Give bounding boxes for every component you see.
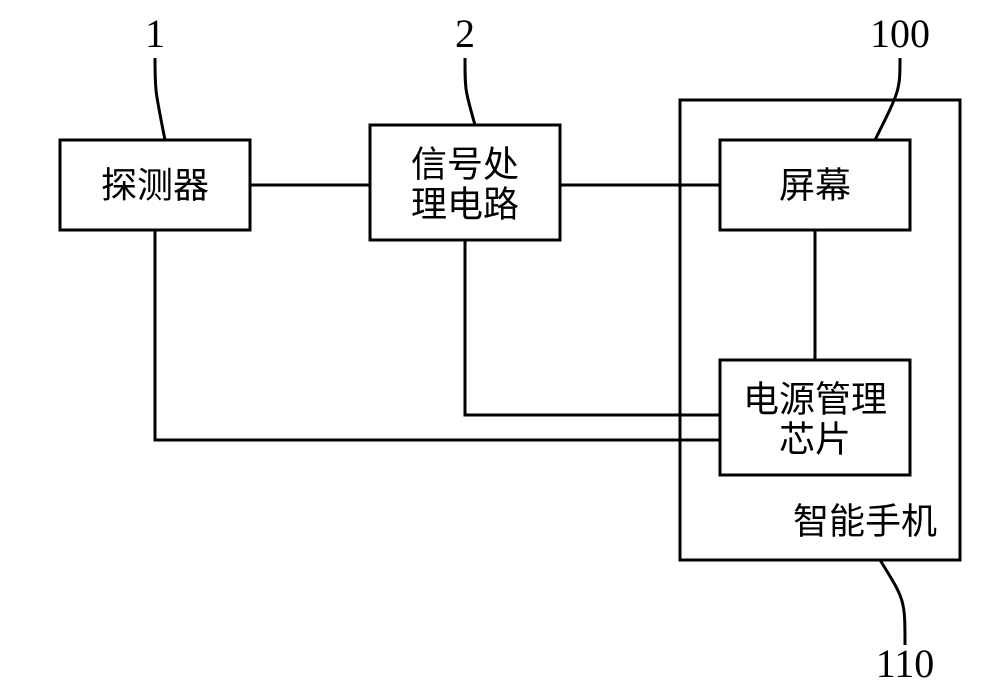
leader-line-l1 xyxy=(155,58,165,140)
node-label-detector: 探测器 xyxy=(101,165,209,205)
container-label-phone: 智能手机 xyxy=(793,501,937,541)
leader-label-l110: 110 xyxy=(876,641,935,686)
node-label-signal: 信号处理电路 xyxy=(411,145,519,225)
leader-label-l2: 2 xyxy=(455,11,475,56)
leader-label-l100: 100 xyxy=(870,11,930,56)
edge-detector-pmu xyxy=(155,230,720,440)
leader-line-l2 xyxy=(465,58,475,125)
block-diagram: 智能手机探测器信号处理电路屏幕电源管理芯片12100110 xyxy=(0,0,1000,694)
edge-signal-pmu xyxy=(465,240,720,415)
leader-line-l110 xyxy=(880,560,905,645)
leader-label-l1: 1 xyxy=(145,11,165,56)
node-label-screen: 屏幕 xyxy=(779,165,851,205)
